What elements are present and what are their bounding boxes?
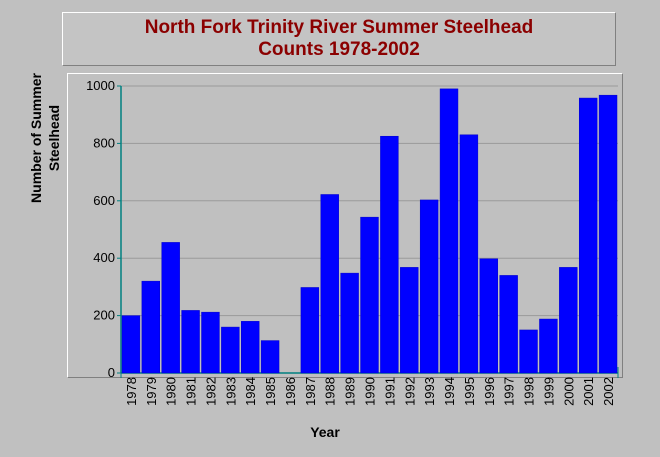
x-tick-label: 1999 xyxy=(541,377,556,406)
x-tick-label: 2002 xyxy=(601,377,616,406)
x-tick-label: 2000 xyxy=(561,377,576,406)
bar-2001 xyxy=(578,97,598,374)
x-tick-label: 1998 xyxy=(522,377,537,406)
bar-2000 xyxy=(559,267,578,374)
y-tick-label: 600 xyxy=(93,193,115,208)
bar-1999 xyxy=(539,318,558,374)
x-tick-label: 1983 xyxy=(223,377,238,406)
x-tick-label: 1991 xyxy=(382,377,397,406)
y-tick-label: 1000 xyxy=(86,78,115,93)
bar-1985 xyxy=(260,340,280,374)
x-tick-label: 1979 xyxy=(144,377,159,406)
bar-1989 xyxy=(340,272,359,374)
x-tick-label: 1990 xyxy=(363,377,378,406)
bar-1995 xyxy=(459,134,479,374)
bar-2002 xyxy=(598,94,618,374)
y-tick-label: 0 xyxy=(108,365,115,380)
x-tick-label: 1996 xyxy=(482,377,497,406)
bar-1987 xyxy=(300,287,320,374)
bar-1978 xyxy=(121,315,141,374)
x-tick-label: 1981 xyxy=(184,377,199,406)
x-tick-label: 1994 xyxy=(442,377,457,406)
bar-1993 xyxy=(419,199,439,374)
bar-1992 xyxy=(400,267,419,374)
bar-1997 xyxy=(499,275,518,374)
x-tick-label: 1995 xyxy=(462,377,477,406)
bar-1988 xyxy=(320,194,339,374)
x-tick-label: 1984 xyxy=(243,377,258,406)
x-tick-label: 1989 xyxy=(343,377,358,406)
x-tick-label: 1987 xyxy=(303,377,318,406)
x-axis-label: Year xyxy=(310,424,340,440)
y-tick-label: 800 xyxy=(93,135,115,150)
chart-title-line-1: North Fork Trinity River Summer Steelhea… xyxy=(144,17,534,38)
bar-1991 xyxy=(380,135,399,374)
y-tick-label: 200 xyxy=(93,308,115,323)
x-tick-label: 1988 xyxy=(323,377,338,406)
x-tick-label: 1997 xyxy=(502,377,517,406)
chart-title-line-2: Counts 1978-2002 xyxy=(258,39,420,60)
bar-1996 xyxy=(479,258,498,374)
x-tick-label: 1993 xyxy=(422,377,437,406)
x-tick-label: 1982 xyxy=(203,377,218,406)
chart-title-box: North Fork Trinity River Summer Steelhea… xyxy=(62,12,616,66)
y-tick-label: 400 xyxy=(93,250,115,265)
x-tick-label: 1986 xyxy=(283,377,298,406)
bar-1983 xyxy=(221,326,240,374)
x-tick-label: 1980 xyxy=(164,377,179,406)
plot-frame xyxy=(67,73,623,378)
bar-1982 xyxy=(201,311,220,374)
x-tick-label: 1985 xyxy=(263,377,278,406)
bar-1998 xyxy=(519,329,538,374)
bar-1979 xyxy=(141,280,161,374)
bar-1981 xyxy=(181,310,200,374)
x-tick-label: 1978 xyxy=(124,377,139,406)
bar-1980 xyxy=(161,242,180,374)
bar-1994 xyxy=(439,88,459,374)
x-tick-label: 2001 xyxy=(581,377,596,406)
bar-1990 xyxy=(360,216,379,374)
x-tick-label: 1992 xyxy=(402,377,417,406)
bar-1984 xyxy=(241,321,260,374)
